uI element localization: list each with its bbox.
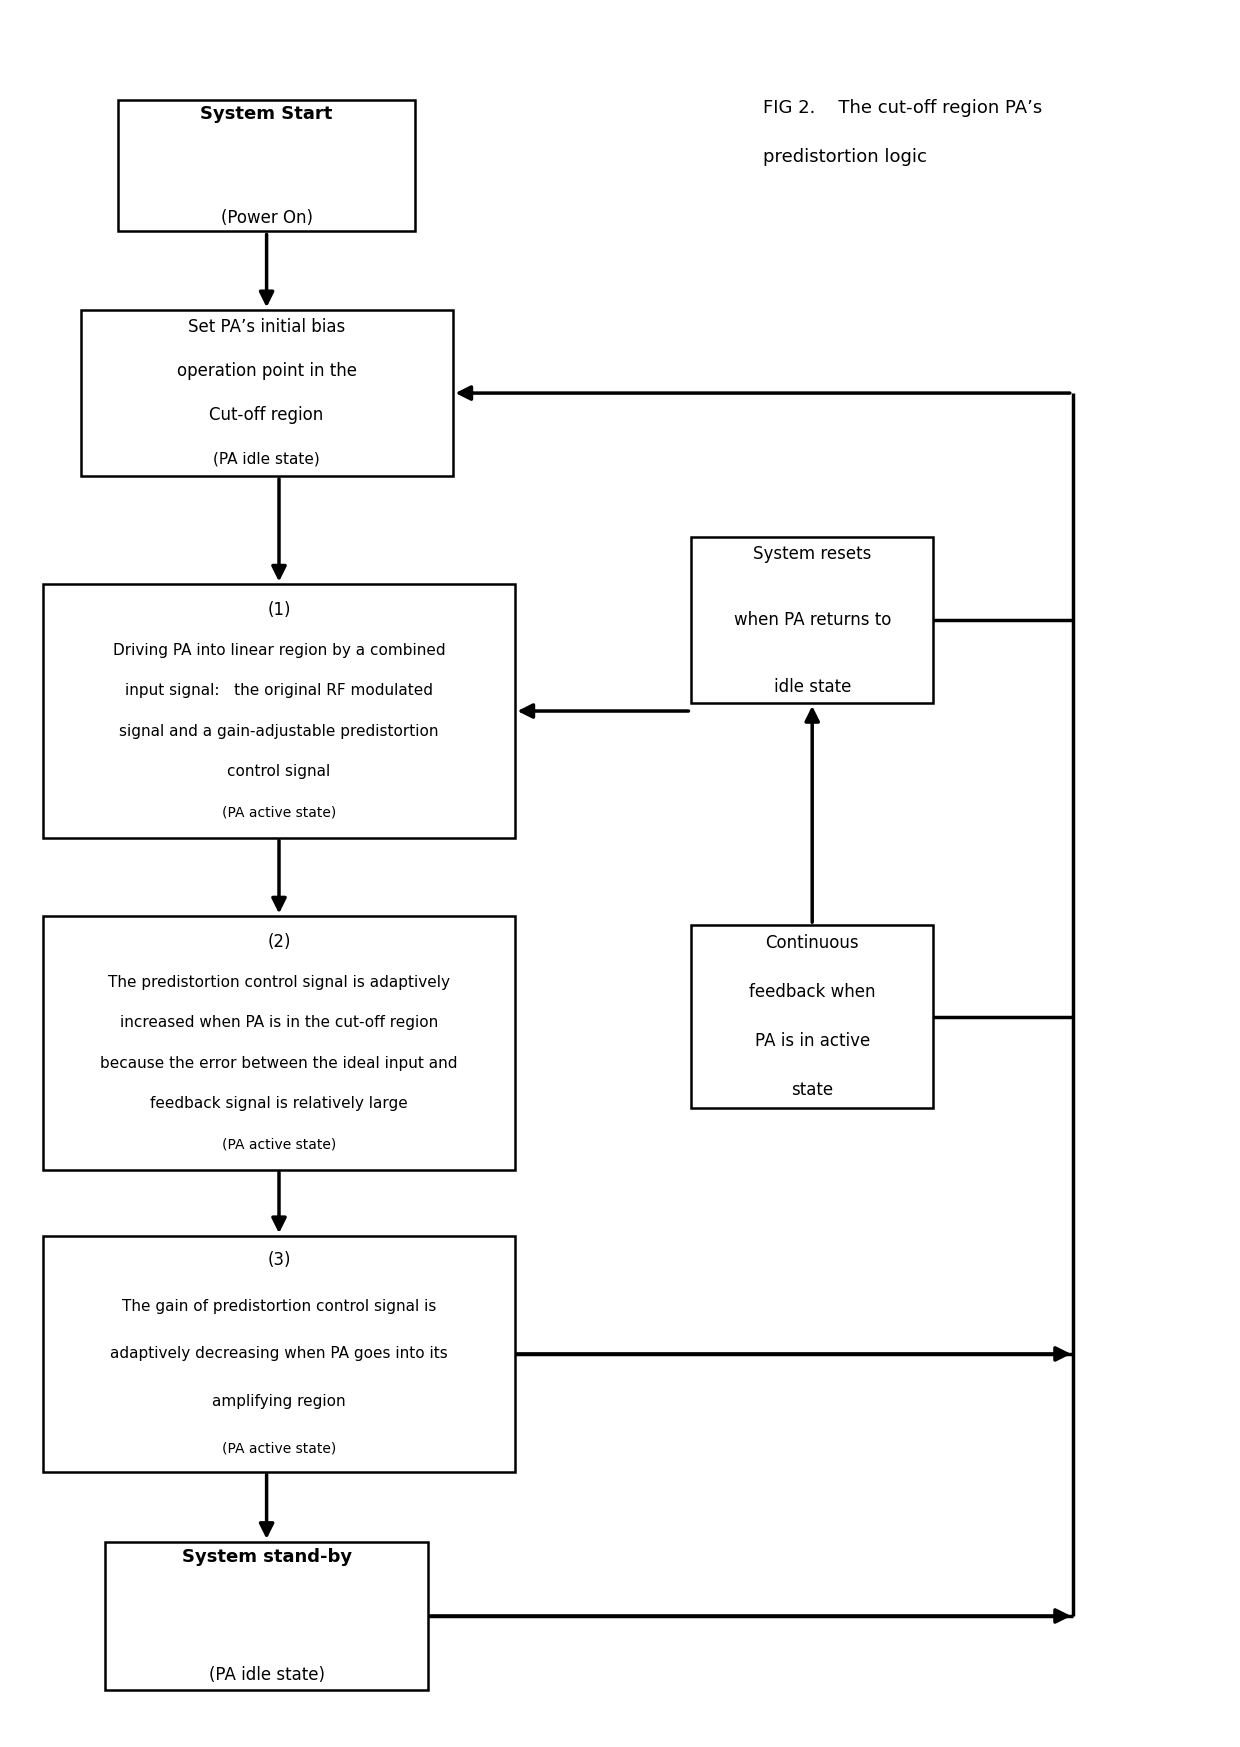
- Text: System stand-by: System stand-by: [181, 1548, 352, 1565]
- Text: increased when PA is in the cut-off region: increased when PA is in the cut-off regi…: [120, 1015, 438, 1031]
- Bar: [81, 311, 453, 475]
- Text: idle state: idle state: [774, 678, 851, 695]
- Text: The gain of predistortion control signal is: The gain of predistortion control signal…: [122, 1300, 436, 1314]
- Text: when PA returns to: when PA returns to: [734, 611, 890, 629]
- Text: control signal: control signal: [227, 765, 331, 779]
- Text: (PA active state): (PA active state): [222, 1441, 336, 1455]
- Text: (PA idle state): (PA idle state): [213, 452, 320, 466]
- Bar: [43, 583, 515, 839]
- Text: feedback signal is relatively large: feedback signal is relatively large: [150, 1097, 408, 1111]
- Bar: [43, 1237, 515, 1471]
- Text: signal and a gain-adjustable predistortion: signal and a gain-adjustable predistorti…: [119, 723, 439, 739]
- Text: Cut-off region: Cut-off region: [210, 407, 324, 425]
- Text: predistortion logic: predistortion logic: [763, 148, 926, 166]
- Text: FIG 2.    The cut-off region PA’s: FIG 2. The cut-off region PA’s: [763, 100, 1042, 117]
- Text: feedback when: feedback when: [749, 984, 875, 1001]
- Text: because the error between the ideal input and: because the error between the ideal inpu…: [100, 1055, 458, 1071]
- Text: Continuous: Continuous: [765, 935, 859, 952]
- Bar: [43, 915, 515, 1170]
- Text: amplifying region: amplifying region: [212, 1394, 346, 1408]
- Text: (1): (1): [268, 601, 290, 618]
- Text: adaptively decreasing when PA goes into its: adaptively decreasing when PA goes into …: [110, 1347, 448, 1361]
- Bar: [692, 538, 932, 704]
- Text: input signal:   the original RF modulated: input signal: the original RF modulated: [125, 683, 433, 699]
- Text: (PA active state): (PA active state): [222, 1137, 336, 1151]
- Text: (2): (2): [268, 933, 290, 950]
- Text: Set PA’s initial bias: Set PA’s initial bias: [188, 318, 345, 335]
- Bar: [692, 926, 932, 1109]
- Bar: [118, 101, 415, 232]
- Text: (Power On): (Power On): [221, 210, 312, 227]
- Text: System resets: System resets: [753, 545, 872, 563]
- Text: PA is in active: PA is in active: [755, 1032, 869, 1050]
- Text: The predistortion control signal is adaptively: The predistortion control signal is adap…: [108, 975, 450, 989]
- Text: (3): (3): [268, 1251, 290, 1268]
- Bar: [105, 1543, 428, 1691]
- Text: Driving PA into linear region by a combined: Driving PA into linear region by a combi…: [113, 643, 445, 657]
- Text: state: state: [791, 1081, 833, 1099]
- Text: System Start: System Start: [201, 105, 332, 122]
- Text: (PA idle state): (PA idle state): [208, 1667, 325, 1684]
- Text: operation point in the: operation point in the: [176, 362, 357, 379]
- Text: (PA active state): (PA active state): [222, 805, 336, 819]
